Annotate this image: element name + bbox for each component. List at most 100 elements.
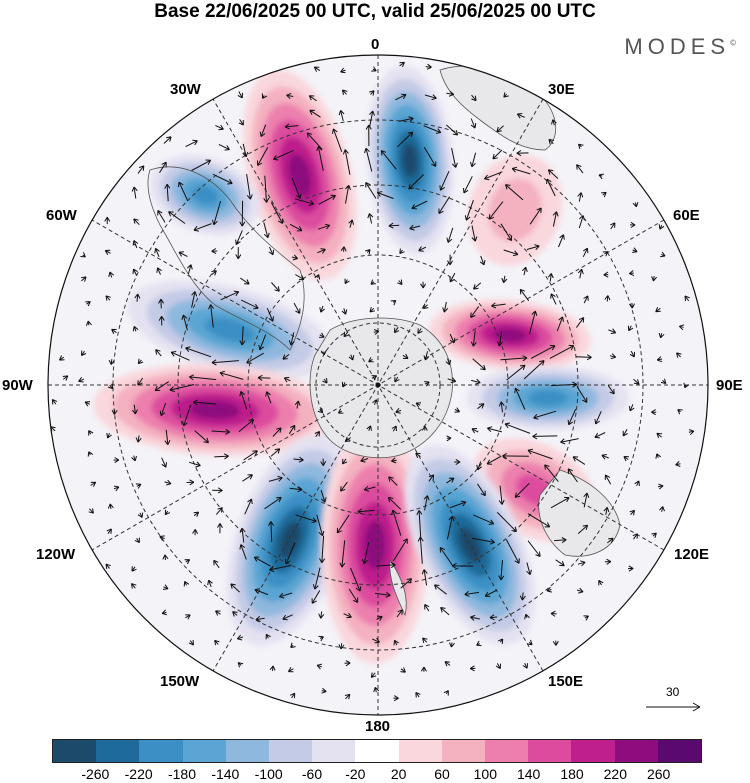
wind-arrow-head <box>341 381 348 388</box>
wind-arrow-head <box>365 124 372 130</box>
wind-arrow-head <box>531 310 538 316</box>
wind-arrow-head <box>496 341 503 347</box>
wind-arrow <box>50 426 56 432</box>
wind-arrow <box>449 333 455 344</box>
wind-arrow-head <box>408 116 414 123</box>
wind-arrow <box>259 334 267 350</box>
wind-arrow-head <box>62 375 69 381</box>
wind-arrow <box>282 614 293 620</box>
wind-arrow <box>471 225 476 242</box>
wind-arrow-head <box>401 93 407 100</box>
wind-arrow <box>187 264 192 275</box>
wind-arrow-head <box>428 474 435 480</box>
wind-arrow-head <box>582 524 589 531</box>
wind-arrow <box>555 559 565 567</box>
wind-arrow-head <box>340 486 346 492</box>
wind-arrow-head <box>306 132 313 138</box>
wind-arrow-head <box>536 207 542 214</box>
wind-arrow-head <box>450 377 457 384</box>
wind-arrow-head <box>559 560 565 567</box>
wind-arrow-head <box>344 436 351 442</box>
wind-arrow-head <box>491 302 497 309</box>
wind-arrow <box>243 450 258 461</box>
wind-arrow <box>244 498 253 515</box>
wind-arrow <box>471 379 481 384</box>
wind-arrow-head <box>464 215 471 221</box>
wind-arrow-head <box>292 254 299 261</box>
wind-arrow-head <box>484 591 491 597</box>
wind-arrow-head <box>242 151 249 158</box>
wind-arrow <box>629 404 634 412</box>
wind-arrow <box>155 349 162 357</box>
wind-arrow-head <box>391 457 397 464</box>
wind-arrow-head <box>473 284 479 290</box>
wind-arrow-head <box>158 316 165 321</box>
wind-arrow <box>166 184 169 202</box>
wind-arrow <box>285 542 296 565</box>
wind-arrow-head <box>322 378 328 384</box>
wind-arrow <box>189 376 217 381</box>
wind-arrow <box>512 168 531 175</box>
wind-arrow <box>136 293 139 302</box>
wind-arrow <box>291 177 301 199</box>
wind-arrow <box>369 110 374 127</box>
wind-arrow <box>318 195 336 205</box>
wind-arrow <box>605 507 608 515</box>
wind-arrow-head <box>498 575 505 581</box>
wind-arrow-head <box>583 295 589 301</box>
wind-arrow <box>544 464 559 482</box>
wind-arrow-head <box>317 407 324 414</box>
lon-label-90w: 90W <box>2 377 33 394</box>
wind-arrow-head <box>361 559 368 565</box>
wind-arrow-head <box>417 536 424 542</box>
wind-arrow-head <box>421 569 428 575</box>
wind-arrow-head <box>348 219 354 225</box>
wind-arrow <box>238 91 243 99</box>
colorbar-tick-label: -100 <box>254 766 283 782</box>
wind-arrow <box>471 537 495 543</box>
wind-arrow-head <box>397 609 403 615</box>
wind-arrow <box>90 481 96 486</box>
wind-arrow <box>241 326 244 346</box>
wind-arrow-head <box>656 432 662 439</box>
wind-arrow-head <box>577 268 584 275</box>
wind-arrow-head <box>105 563 111 570</box>
wind-arrow-head <box>134 537 140 544</box>
wind-arrow-head <box>230 583 236 589</box>
wind-arrow-head <box>660 378 667 384</box>
wind-arrow-head <box>594 432 600 439</box>
wind-arrow-head <box>423 355 430 361</box>
wind-arrow-head <box>633 379 640 385</box>
wind-arrow-head <box>622 430 628 437</box>
wind-arrow <box>155 248 160 257</box>
wind-arrow <box>471 94 477 101</box>
colorbar-tick-label: 140 <box>516 766 541 782</box>
wind-arrow <box>219 372 244 380</box>
lon-label-30w: 30W <box>170 81 201 98</box>
wind-arrow-head <box>603 271 609 278</box>
wind-arrow-head <box>85 301 91 307</box>
wind-arrow <box>486 455 502 465</box>
wind-arrow <box>556 316 564 332</box>
wind-arrow <box>215 507 223 515</box>
wind-arrow-head <box>227 179 233 185</box>
wind-arrow <box>264 496 282 510</box>
wind-arrow-head <box>211 270 217 276</box>
wind-arrow-head <box>567 419 574 426</box>
wind-arrow-head <box>609 388 615 395</box>
wind-arrow-head <box>166 479 172 486</box>
wind-arrow-head <box>51 399 58 405</box>
wind-arrow <box>340 110 344 122</box>
wind-arrow-head <box>374 637 380 644</box>
wind-arrow-head <box>104 216 111 222</box>
wind-arrow-head <box>582 247 589 254</box>
wind-arrow <box>254 589 269 596</box>
wind-arrow-head <box>320 461 327 466</box>
wind-arrow-head <box>254 588 260 594</box>
wind-arrow-head <box>339 562 346 568</box>
wind-arrow <box>606 537 614 544</box>
wind-arrow <box>500 357 528 361</box>
wind-arrow <box>517 113 525 118</box>
negative-anomaly-contour <box>528 390 568 406</box>
wind-arrow-head <box>263 197 270 203</box>
